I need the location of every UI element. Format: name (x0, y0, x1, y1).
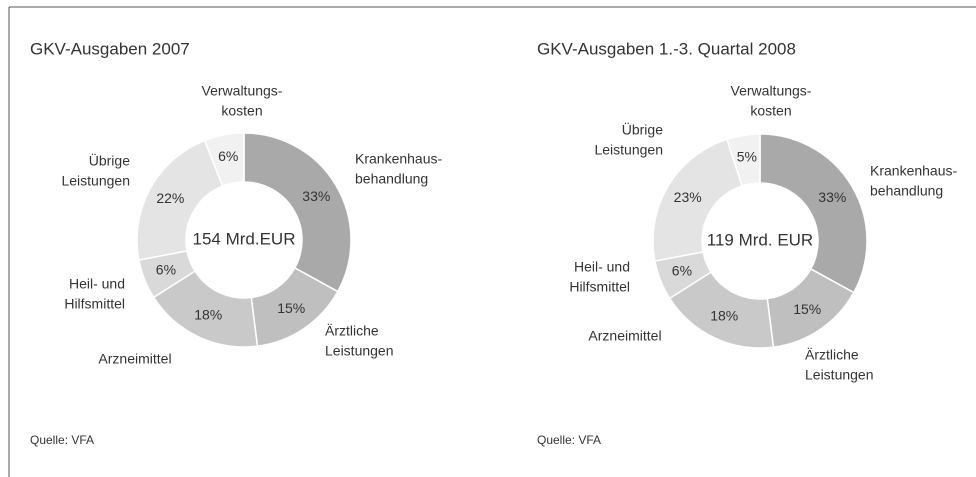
category-label: Übrige (622, 121, 663, 138)
value-label: 22% (156, 190, 184, 206)
category-label: behandlung (355, 171, 428, 187)
category-label: Verwaltungs- (202, 83, 283, 99)
category-label: Leistungen (594, 142, 663, 158)
value-label: 6% (156, 262, 176, 278)
category-label: kosten (221, 103, 262, 119)
category-label: Ärztliche (805, 347, 859, 363)
slice (136, 139, 224, 261)
category-label: Leistungen (325, 343, 394, 359)
value-label: 15% (277, 300, 305, 316)
value-label: 33% (302, 188, 330, 204)
category-label: behandlung (870, 183, 943, 199)
slice (759, 133, 868, 294)
category-label: Arzneimittel (98, 351, 171, 367)
category-label: Arzneimittel (588, 328, 661, 344)
value-label: 5% (737, 149, 757, 165)
value-label: 33% (818, 189, 846, 205)
chart-title: GKV-Ausgaben 1.-3. Quartal 2008 (537, 39, 796, 58)
category-label: Hilfsmittel (64, 296, 125, 312)
value-label: 23% (674, 189, 702, 205)
slice (243, 132, 352, 293)
center-label: 119 Mrd. EUR (707, 230, 813, 249)
category-label: Übrige (89, 152, 130, 169)
category-label: Leistungen (61, 173, 130, 189)
category-label: Heil- und (574, 259, 630, 275)
value-label: 6% (218, 148, 238, 164)
category-label: Krankenhaus- (355, 151, 443, 167)
value-label: 18% (710, 308, 738, 324)
source: Quelle: VFA (30, 433, 94, 447)
center-label: 154 Mrd.EUR (193, 229, 296, 248)
slice (203, 132, 245, 188)
category-label: Ärztliche (325, 323, 379, 339)
category-label: Krankenhaus- (870, 163, 958, 179)
category-label: kosten (750, 103, 791, 119)
slice (725, 133, 761, 187)
category-label: Leistungen (805, 367, 874, 383)
category-label: Verwaltungs- (731, 83, 812, 99)
category-label: Hilfsmittel (569, 279, 630, 295)
category-label: Heil- und (69, 276, 125, 292)
value-label: 18% (194, 307, 222, 323)
source: Quelle: VFA (537, 433, 601, 447)
value-label: 15% (793, 301, 821, 317)
chart-title: GKV-Ausgaben 2007 (30, 39, 190, 58)
value-label: 6% (672, 263, 692, 279)
